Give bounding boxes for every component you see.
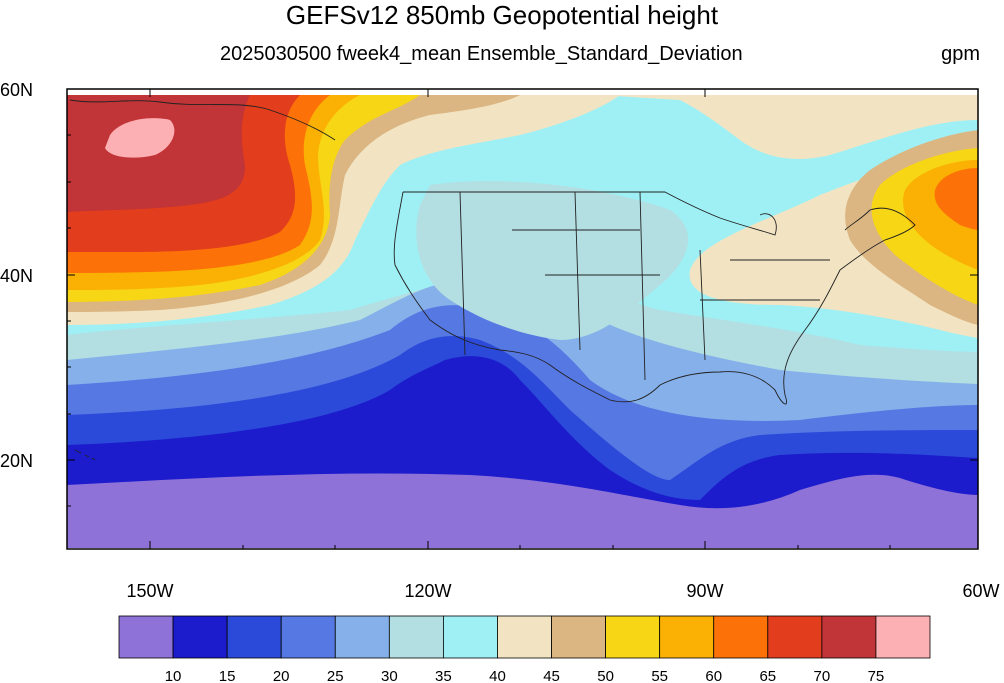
colorbar-label: 70 [814,668,831,683]
colorbar-label: 15 [219,668,236,683]
contour-above-75-west [105,118,175,158]
colorbar-label: 30 [381,668,398,683]
contour-below-10 [67,473,978,548]
colorbar-swatch [605,615,661,659]
contour-70-75-west [67,95,250,212]
colorbar-label: 65 [759,668,776,683]
lon-label-60w: 60W [962,581,999,601]
lon-ticks [149,89,979,549]
colorbar-swatch [118,615,174,659]
colorbar: 10 15 20 25 30 35 40 45 50 55 60 65 70 75 [118,615,931,683]
colorbar-label: 35 [435,668,452,683]
lat-label-20n: 20N [0,451,33,471]
colorbar-swatch [497,615,552,659]
colorbar-swatch [713,615,769,659]
colorbar-label: 40 [489,668,506,683]
colorbar-label: 10 [165,668,182,683]
colorbar-swatch [551,615,606,659]
colorbar-swatch [226,615,282,659]
colorbar-label: 25 [327,668,344,683]
contour-30-35-interior [416,181,689,340]
contour-60-65-east [934,168,978,230]
chart-title: GEFSv12 850mb Geopotential height [285,0,719,30]
colorbar-label: 75 [868,668,885,683]
colorbar-swatch [875,615,931,659]
colorbar-swatch [388,615,444,659]
colorbar-swatch [172,615,228,659]
colorbar-swatch [659,615,715,659]
contour-40-45-north [600,95,978,160]
lat-label-40n: 40N [0,266,33,286]
lon-label-90w: 90W [686,581,723,601]
colorbar-swatch [334,615,390,659]
lon-label-120w: 120W [404,581,451,601]
colorbar-label: 55 [651,668,668,683]
colorbar-swatch [280,615,336,659]
colorbar-swatch [767,615,823,659]
coastlines [69,99,916,461]
lat-ticks [67,88,978,507]
lon-label-150w: 150W [126,581,173,601]
colorbar-label: 45 [543,668,560,683]
plot-frame [66,88,979,550]
colorbar-label: 20 [273,668,290,683]
lat-label-60n: 60N [0,80,33,100]
colorbar-label: 60 [705,668,722,683]
units-label: gpm [941,43,980,65]
chart-subtitle: 2025030500 fweek4_mean Ensemble_Standard… [220,43,743,65]
colorbar-swatch [442,615,498,659]
colorbar-swatch [821,615,877,659]
contour-field [67,95,978,548]
colorbar-label: 50 [597,668,614,683]
